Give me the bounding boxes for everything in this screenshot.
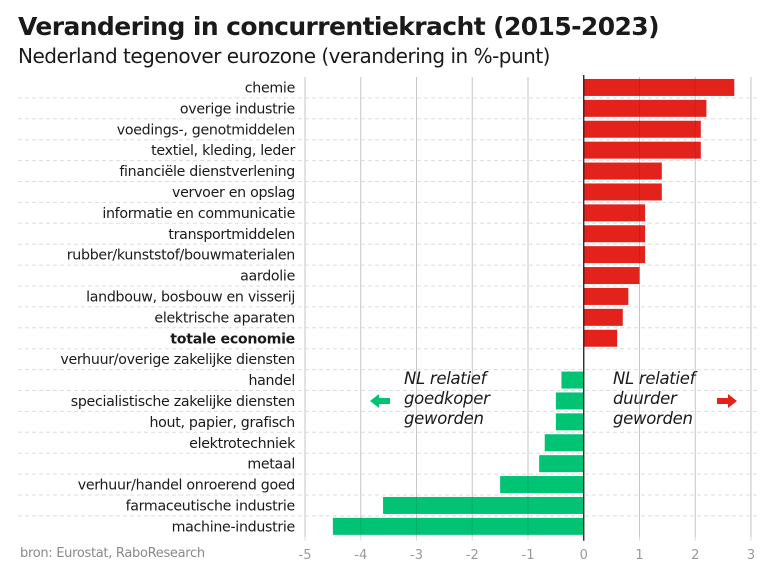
bar <box>583 162 662 180</box>
category-label: financiële dienstverlening <box>119 164 295 180</box>
bar <box>544 434 584 452</box>
category-label: verhuur/overige zakelijke diensten <box>60 352 295 368</box>
category-label: vervoer en opslag <box>172 185 295 201</box>
annotation-text: duurder <box>613 389 678 408</box>
arrow-right-icon <box>717 394 737 408</box>
category-label: specialistische zakelijke diensten <box>71 394 295 410</box>
bar <box>383 496 584 514</box>
chart-title: Verandering in concurrentiekracht (2015-… <box>18 12 660 41</box>
annotation-text: goedkoper <box>404 389 491 408</box>
x-tick-label: 0 <box>580 548 588 563</box>
category-label: landbouw, bosbouw en visserij <box>86 289 295 305</box>
category-label: machine-industrie <box>172 519 295 535</box>
source-note: bron: Eurostat, RaboResearch <box>20 546 205 561</box>
grid-layer <box>18 77 760 541</box>
x-tick-label: -2 <box>466 548 479 563</box>
bar <box>561 371 584 389</box>
category-label: rubber/kunststof/bouwmaterialen <box>67 248 295 264</box>
bar <box>332 517 584 535</box>
annotation-text: geworden <box>613 409 693 428</box>
x-tick-label: -5 <box>299 548 312 563</box>
bar <box>555 392 584 410</box>
x-tick-label: -3 <box>410 548 423 563</box>
bar <box>583 99 707 117</box>
bar <box>583 308 623 326</box>
category-label: totale economie <box>170 331 295 347</box>
category-label: metaal <box>247 457 295 473</box>
bar <box>583 329 618 347</box>
x-tick-label: 2 <box>691 548 699 563</box>
chart-subtitle: Nederland tegenover eurozone (veranderin… <box>18 44 551 68</box>
category-label: elektrotechniek <box>189 436 296 452</box>
category-label: aardolie <box>240 269 295 285</box>
category-label: hout, papier, grafisch <box>149 415 295 431</box>
category-label: transportmiddelen <box>168 227 295 243</box>
bar <box>500 476 584 494</box>
annotation-text: NL relatief <box>404 369 489 388</box>
bar <box>583 225 646 243</box>
category-label: farmaceutische industrie <box>126 498 295 514</box>
category-label: handel <box>248 373 295 389</box>
x-tick-label: 1 <box>635 548 643 563</box>
bar <box>583 78 735 96</box>
category-label: verhuur/handel onroerend goed <box>78 478 295 494</box>
bar <box>583 120 701 138</box>
category-label: voedings-, genotmiddelen <box>117 122 295 138</box>
arrow-left-icon <box>370 394 390 408</box>
bar <box>555 413 584 431</box>
category-label: overige industrie <box>180 101 295 117</box>
bar <box>583 183 662 201</box>
x-tick-label: -4 <box>354 548 367 563</box>
bar <box>583 141 701 159</box>
bar-layer <box>304 75 752 541</box>
x-tick-label: 3 <box>747 548 755 563</box>
category-labels: chemie overige industrie voedings-, genotm… <box>60 80 296 535</box>
bar <box>583 287 629 305</box>
bar <box>583 267 640 285</box>
annotation-text: geworden <box>404 409 484 428</box>
category-label: chemie <box>245 80 295 96</box>
bar <box>583 204 646 222</box>
x-axis-ticks: -5 -4 -3 -2 -1 0 1 2 3 <box>299 548 756 563</box>
bar <box>583 246 646 264</box>
bar <box>539 455 584 473</box>
x-tick-label: -1 <box>522 548 535 563</box>
category-label: textiel, kleding, leder <box>151 143 295 159</box>
category-label: elektrische aparaten <box>154 310 295 326</box>
annotation-text: NL relatief <box>613 369 698 388</box>
category-label: informatie en communicatie <box>102 206 295 222</box>
